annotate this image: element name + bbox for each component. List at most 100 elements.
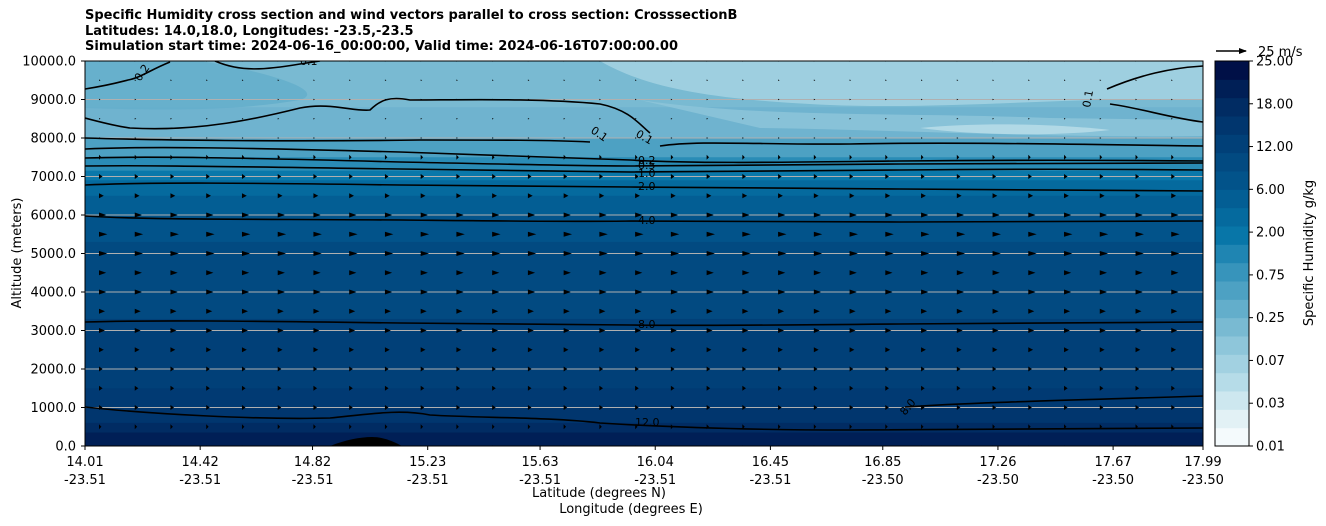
wind-vector <box>241 231 251 237</box>
wind-vector <box>241 405 246 410</box>
wind-vector <box>778 117 780 120</box>
wind-vector <box>241 328 248 333</box>
wind-vector <box>384 405 389 410</box>
contour-line <box>85 61 171 90</box>
wind-vector <box>599 117 601 120</box>
wind-vector <box>456 424 459 430</box>
wind-vector <box>885 424 888 430</box>
wind-vector <box>1135 212 1143 218</box>
wind-vector <box>956 174 961 179</box>
colorbar-tick-label: 0.75 <box>1256 268 1285 283</box>
wind-vector <box>527 405 532 410</box>
wind-vector <box>1099 79 1102 82</box>
wind-vector <box>277 174 282 179</box>
wind-vector <box>849 328 856 333</box>
wind-vector <box>1064 328 1071 333</box>
contour-label: 0.1 <box>300 55 318 68</box>
wind-vector <box>563 366 568 372</box>
wind-vector <box>956 385 961 391</box>
wind-vector <box>492 405 496 410</box>
wind-vector <box>956 308 963 314</box>
wind-vector <box>420 212 428 218</box>
wind-vector <box>349 405 353 410</box>
wind-vector <box>706 251 716 256</box>
wind-vector <box>563 98 566 101</box>
wind-vector <box>813 212 822 218</box>
wind-vector <box>778 137 780 139</box>
wind-vector <box>921 174 925 179</box>
wind-vector <box>992 366 997 372</box>
wind-vector <box>241 174 246 179</box>
y-tick-label: 8000.0 <box>31 132 77 147</box>
wind-vector <box>885 366 889 372</box>
wind-vector <box>420 174 425 179</box>
wind-vector <box>1171 117 1173 120</box>
contour-line <box>85 156 1203 167</box>
wind-vector <box>813 308 820 314</box>
wind-vector <box>742 154 745 160</box>
wind-vector <box>992 117 995 120</box>
wind-vector <box>420 347 426 353</box>
wind-vector <box>813 251 823 256</box>
wind-vector <box>885 174 889 179</box>
contour-line <box>85 215 1203 223</box>
wind-vector <box>349 328 356 333</box>
wind-vector <box>1064 405 1068 410</box>
wind-vector <box>134 79 137 82</box>
contour-label: 2.0 <box>638 180 656 193</box>
wind-vector <box>635 385 639 391</box>
wind-vector <box>992 251 1001 256</box>
wind-vector <box>849 424 852 430</box>
wind-vector <box>313 174 318 179</box>
wind-vector <box>134 154 138 160</box>
wind-vector <box>206 231 215 237</box>
wind-vector <box>813 289 822 295</box>
wind-vector <box>1028 308 1035 314</box>
wind-vector <box>134 137 137 139</box>
wind-vector <box>778 79 780 82</box>
humidity-band <box>600 61 1203 107</box>
wind-vector <box>742 212 750 218</box>
wind-vector <box>1135 117 1138 120</box>
wind-vector <box>313 79 315 82</box>
wind-vector <box>206 366 210 372</box>
wind-vector <box>99 270 107 276</box>
wind-vector <box>635 405 639 410</box>
colorbar-swatch <box>1215 427 1249 447</box>
wind-vector <box>492 154 495 160</box>
y-tick-label: 9000.0 <box>31 93 77 108</box>
wind-vector <box>742 98 744 101</box>
wind-vector <box>599 137 601 139</box>
wind-vector <box>921 385 925 391</box>
wind-vector <box>992 289 1000 295</box>
wind-vector <box>1099 212 1107 218</box>
wind-vector <box>992 405 997 410</box>
wind-vector <box>1064 424 1067 430</box>
wind-vector <box>1135 174 1140 179</box>
wind-vector <box>1064 270 1072 276</box>
wind-vector <box>134 98 137 101</box>
wind-vector <box>206 328 213 333</box>
wind-vector <box>456 98 458 101</box>
wind-vector <box>921 289 929 295</box>
wind-vector <box>527 231 537 237</box>
wind-vector <box>742 117 744 120</box>
wind-vector <box>420 137 423 139</box>
x-tick-label-lon: -23.51 <box>519 473 561 488</box>
contour-label: 4.0 <box>638 214 656 227</box>
x-tick-label-lon: -23.51 <box>179 473 221 488</box>
wind-vector <box>384 137 387 139</box>
wind-vector <box>956 98 959 101</box>
wind-vector <box>456 328 463 333</box>
wind-vector <box>563 385 568 391</box>
wind-vector <box>206 79 208 82</box>
wind-vector <box>563 137 566 139</box>
wind-vector <box>706 193 712 199</box>
wind-vector <box>349 117 351 120</box>
wind-vector <box>349 251 358 256</box>
wind-vector <box>170 117 172 120</box>
wind-vector <box>956 270 965 276</box>
wind-vector <box>170 193 176 199</box>
colorbar-swatch <box>1215 317 1249 337</box>
wind-vector <box>706 328 713 333</box>
